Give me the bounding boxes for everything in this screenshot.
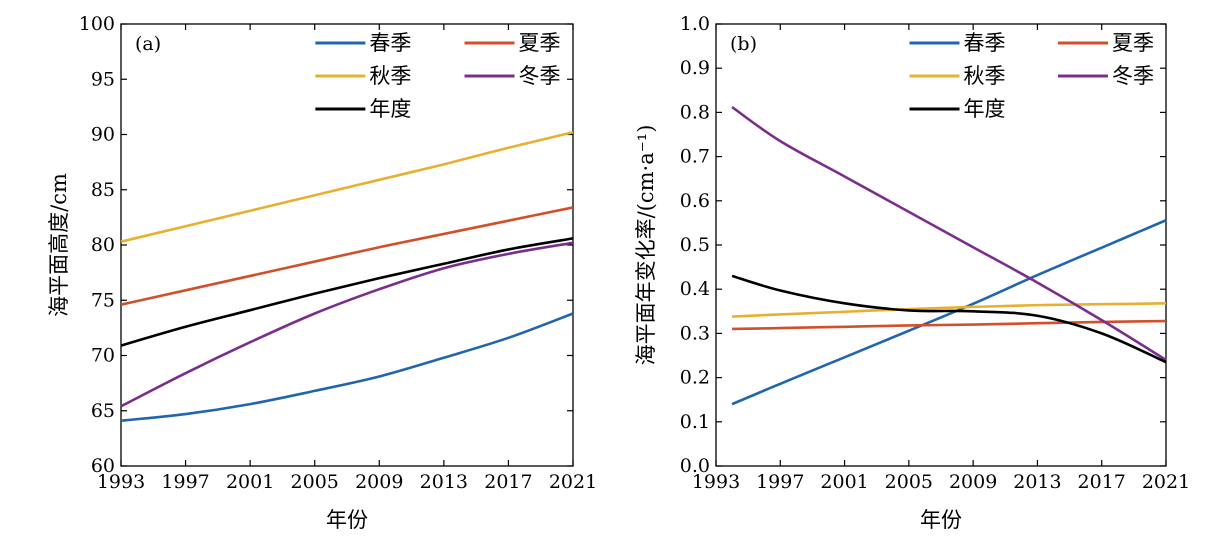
y-tick-label: 95 xyxy=(91,68,115,90)
y-axis-label: 海平面高度/cm xyxy=(47,173,71,317)
y-tick-label: 0.9 xyxy=(680,57,710,79)
y-tick-label: 75 xyxy=(91,289,115,311)
plot-frame xyxy=(715,23,1167,467)
y-tick-label: 70 xyxy=(91,345,115,367)
x-tick-label: 2005 xyxy=(291,471,339,493)
x-tick-label: 2005 xyxy=(885,471,933,493)
y-tick-label: 1.0 xyxy=(680,13,710,35)
x-tick-label: 2009 xyxy=(355,471,403,493)
y-tick-label: 0.0 xyxy=(680,455,710,477)
series-line-年度 xyxy=(731,274,1167,364)
x-tick-label: 2017 xyxy=(1078,471,1126,493)
x-tick-label: 1993 xyxy=(97,471,145,493)
legend-label: 冬季 xyxy=(519,64,561,88)
y-tick-label: 0.3 xyxy=(680,322,710,344)
x-tick-label: 1997 xyxy=(756,471,804,493)
panel-label: (a) xyxy=(135,33,161,55)
x-tick-label: 1993 xyxy=(692,471,740,493)
series-line-冬季 xyxy=(120,241,574,408)
series-line-年度 xyxy=(120,237,574,347)
legend-label: 夏季 xyxy=(1112,31,1154,55)
x-tick-label: 2021 xyxy=(549,471,597,493)
legend-label: 年度 xyxy=(369,97,411,121)
x-tick-label: 2013 xyxy=(420,471,468,493)
legend-label: 冬季 xyxy=(1112,64,1154,88)
x-axis-label: 年份 xyxy=(326,508,368,532)
x-axis-label: 年份 xyxy=(920,508,962,532)
x-tick-label: 1997 xyxy=(161,471,209,493)
y-tick-label: 0.5 xyxy=(680,234,710,256)
x-tick-label: 2021 xyxy=(1142,471,1190,493)
x-tick-label: 2001 xyxy=(820,471,868,493)
y-tick-label: 90 xyxy=(91,124,115,146)
x-tick-label: 2009 xyxy=(949,471,997,493)
y-tick-label: 0.7 xyxy=(680,146,710,168)
x-tick-label: 2013 xyxy=(1013,471,1061,493)
series-line-冬季 xyxy=(731,106,1167,362)
y-tick-label: 85 xyxy=(91,179,115,201)
series-line-春季 xyxy=(120,312,574,422)
y-tick-label: 60 xyxy=(91,455,115,477)
plot-frame xyxy=(120,23,574,467)
y-tick-label: 80 xyxy=(91,234,115,256)
y-tick-label: 65 xyxy=(91,400,115,422)
y-tick-label: 0.8 xyxy=(680,101,710,123)
y-tick-label: 0.6 xyxy=(680,190,710,212)
y-tick-label: 0.2 xyxy=(680,367,710,389)
legend-label: 秋季 xyxy=(369,64,411,88)
y-tick-label: 0.4 xyxy=(680,278,710,300)
y-tick-label: 100 xyxy=(79,13,115,35)
x-tick-label: 2017 xyxy=(484,471,532,493)
series-line-秋季 xyxy=(732,302,1167,318)
legend-label: 夏季 xyxy=(519,31,561,55)
panel-a: 60 65 70 75 80 85 90 95 100 1993 1997 2001 2005 2009 2… xyxy=(47,13,597,532)
series-line-夏季 xyxy=(120,206,574,306)
series-line-夏季 xyxy=(732,319,1167,331)
series-line-春季 xyxy=(731,219,1167,406)
series-line-秋季 xyxy=(120,131,574,243)
panel-label: (b) xyxy=(730,33,757,55)
y-axis-label: 海平面年变化率/(cm·a⁻¹) xyxy=(634,125,658,366)
legend-label: 春季 xyxy=(369,31,411,55)
x-tick-label: 2001 xyxy=(226,471,274,493)
legend-label: 年度 xyxy=(964,97,1006,121)
legend-label: 秋季 xyxy=(964,64,1006,88)
y-tick-label: 0.1 xyxy=(680,411,710,433)
legend-label: 春季 xyxy=(964,31,1006,55)
panel-b: 0.0 0.1 0.2 0.3 0.4 0.5 0.6 0.7 0.8 0.9 1.0 1993 199… xyxy=(634,13,1190,532)
